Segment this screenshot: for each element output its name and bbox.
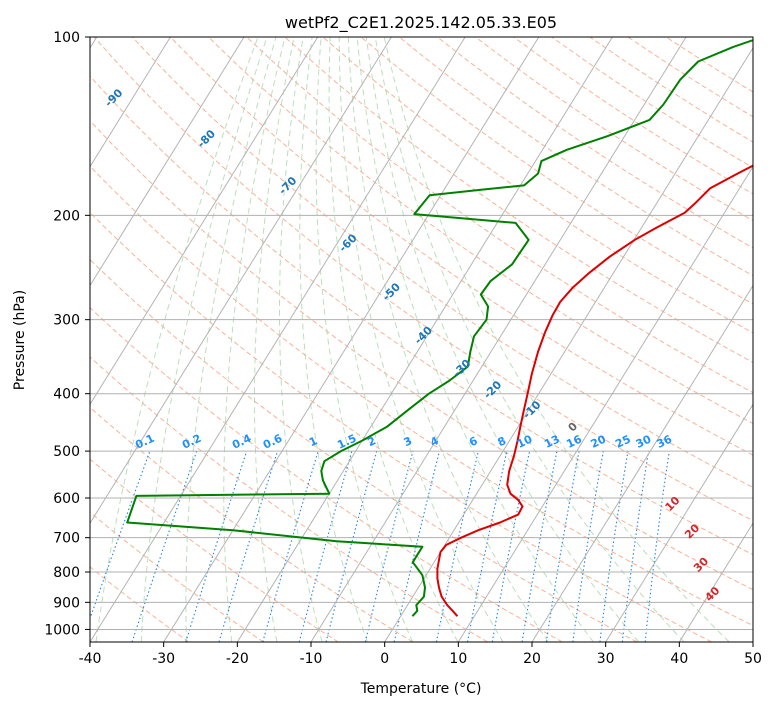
isotherm-line [605,403,753,642]
dry-adiabat-line [90,258,638,642]
dry-adiabat-line [90,458,339,642]
mixing-ratio-label: 36 [655,432,675,450]
chart-title: wetPf2_C2E1.2025.142.05.33.E05 [285,13,557,33]
isotherm-line [236,37,613,642]
x-tick-label: -20 [226,651,249,667]
dry-adiabat-line [90,120,753,591]
mixing-ratio-line [599,451,629,642]
dry-adiabat-line [93,37,753,522]
dry-adiabat-line [284,37,753,363]
x-tick-label: 10 [449,651,467,667]
moist-adiabat-line [356,37,594,642]
mixing-ratio-line [621,451,650,642]
isotherm-line [310,37,687,642]
mixing-ratio-line [218,450,279,642]
y-tick-label: 900 [53,595,80,611]
plot-frame [89,36,754,643]
mixing-ratio-line [435,450,479,642]
x-tick-label: -40 [79,651,102,667]
isotherm-line [90,37,245,287]
mixing-ratio-label: 13 [542,433,561,451]
moist-adiabat-line [347,37,549,642]
mixing-ratio-line [262,450,319,642]
isotherm-line [531,284,753,642]
x-tick-label: -30 [152,651,175,667]
isotherm-line [90,37,319,406]
moist-adiabat-line [95,37,259,642]
mixing-ratio-line [644,451,670,642]
dewpoint-series-line [126,39,753,617]
isotherm-line [90,37,466,642]
mixing-ratio-line [364,450,414,642]
moist-adiabat-line [299,37,368,642]
dry-adiabat-line [360,37,753,305]
x-tick-label: 20 [523,651,541,667]
y-axis-label: Pressure (hPa) [12,290,28,390]
moist-adiabat-line [365,37,640,642]
y-tick-label: 100 [53,30,80,46]
x-tick-label: 0 [380,651,389,667]
mixing-ratio-line [131,450,198,642]
plot-background [90,37,753,642]
mixing-ratio-label: 16 [564,432,584,450]
x-tick-label: -10 [300,651,323,667]
mixing-ratio-label: 30 [634,432,654,450]
dry-adiabat-line [90,211,712,642]
mixing-ratio-label: 10 [515,432,535,450]
x-axis-label: Temperature (°C) [360,681,482,697]
mixing-ratio-line [325,450,378,642]
x-axis-ticks: -40 -30 -20 -10 0 10 20 30 40 50 [79,642,762,667]
isotherm-line [90,37,392,525]
moist-adiabat-line [328,37,459,642]
y-axis-ticks: 100 200 300 400 500 600 700 800 900 1000 [44,30,90,638]
isotherm-line [384,46,753,642]
y-tick-label: 700 [53,531,80,547]
background-lines [90,37,753,642]
dry-adiabat-line [90,511,264,642]
x-tick-label: 50 [744,651,762,667]
x-tick-label: 40 [670,651,688,667]
dry-adiabat-line [90,356,488,642]
mixing-ratio-line [185,450,248,642]
isotherm-line [752,641,753,642]
moist-adiabat-line [254,37,295,642]
y-tick-label: 500 [53,444,80,460]
moist-adiabat-line [185,37,277,642]
isotherm-line [163,37,540,642]
dry-adiabat-line [322,37,753,334]
y-tick-label: 1000 [44,622,80,638]
moist-adiabat-line [223,37,286,642]
dry-adiabat-line [90,75,753,556]
moist-adiabat-line [279,37,323,642]
isotherm-line [457,165,753,642]
dry-adiabat-line [170,37,753,456]
mixing-ratio-line [298,450,353,642]
dry-adiabat-line [208,37,753,425]
moist-adiabat-line [338,37,504,642]
dry-adiabat-line [131,37,753,489]
moist-adiabat-line [140,37,268,642]
mixing-ratio-label: 25 [613,433,632,451]
mixing-ratio-line [572,451,604,642]
moist-adiabat-line [374,37,685,642]
mixing-ratio-label: 20 [589,432,609,450]
x-tick-label: 30 [597,651,615,667]
y-tick-label: 200 [53,208,80,224]
y-tick-label: 600 [53,491,80,507]
isotherm-line [678,522,753,642]
mixing-ratio-line [90,450,151,621]
y-tick-label: 800 [53,565,80,581]
moist-adiabat-line [315,37,414,642]
y-tick-label: 400 [53,387,80,403]
isotherm-line [90,37,171,168]
y-tick-label: 300 [53,313,80,329]
